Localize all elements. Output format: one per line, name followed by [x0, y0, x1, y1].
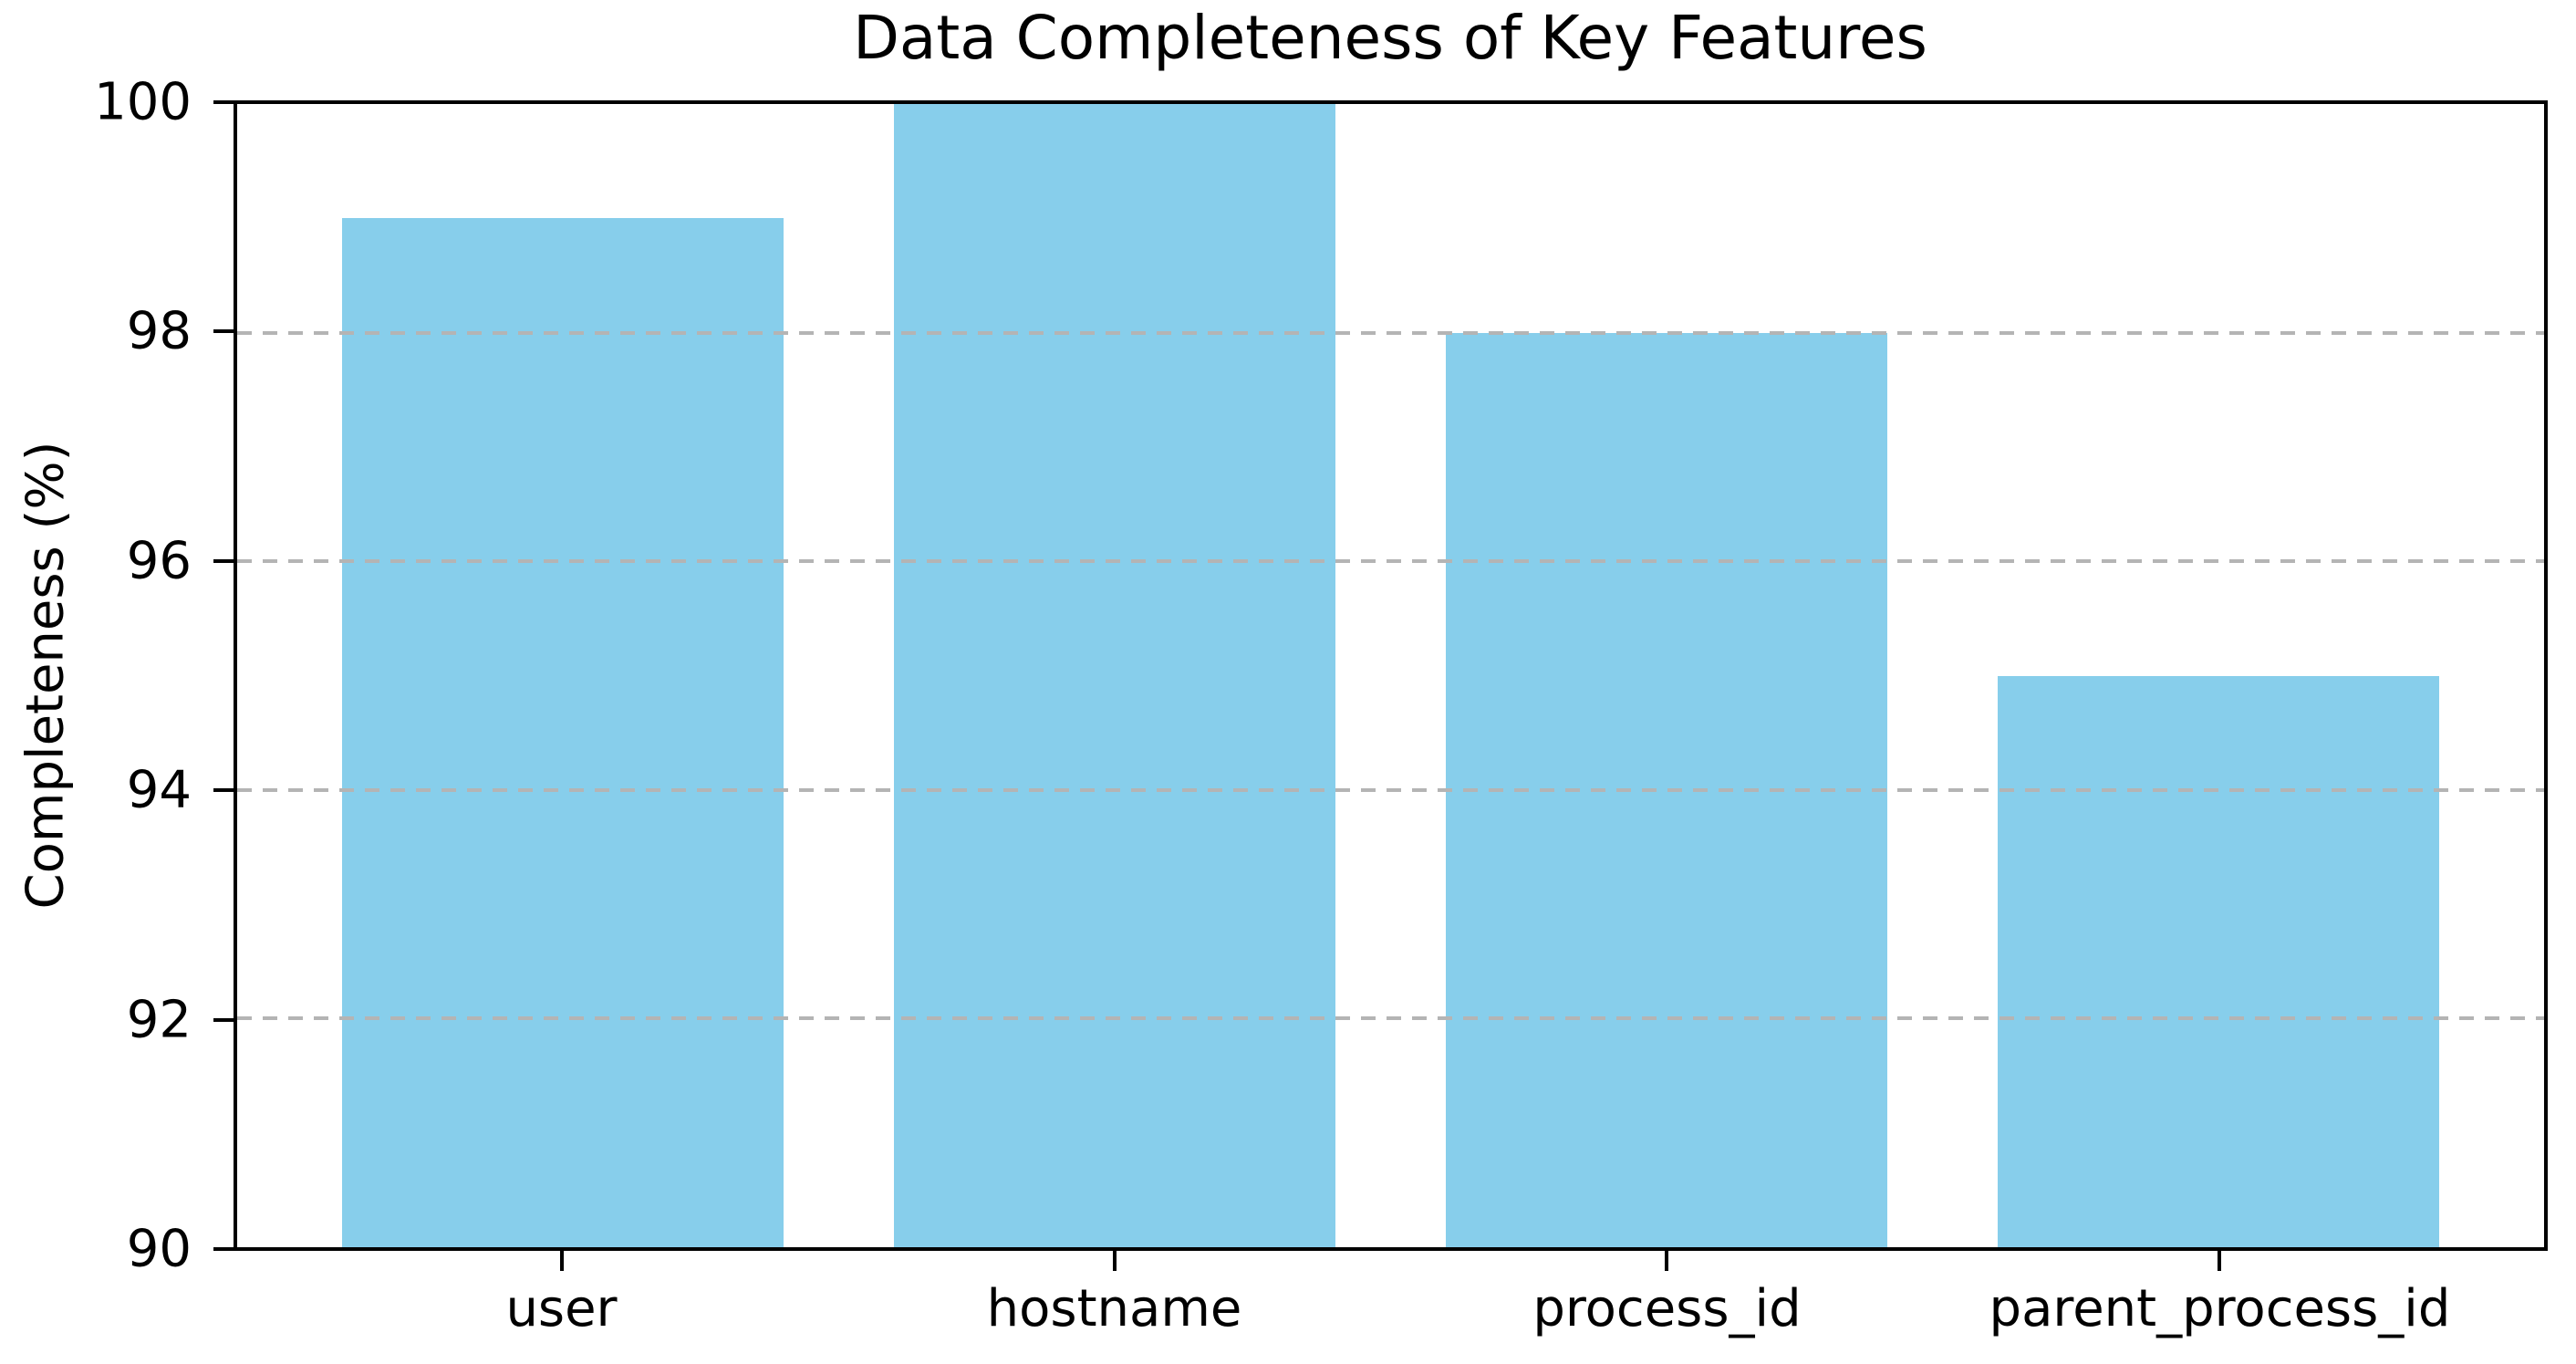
bar-hostname: [893, 104, 1335, 1247]
x-tick-label-parent_process_id: parent_process_id: [1989, 1279, 2451, 1338]
x-tick-label-user: user: [505, 1279, 618, 1338]
x-tick-label-process_id: process_id: [1532, 1279, 1802, 1338]
y-tick-label-94: 94: [126, 760, 192, 820]
gridline-y92: [237, 1016, 2544, 1021]
bar-user: [341, 218, 784, 1247]
gridline-y96: [237, 559, 2544, 564]
plot-area: [234, 100, 2548, 1251]
y-tick-mark-90: [213, 1247, 234, 1251]
x-tick-mark-user: [559, 1251, 564, 1271]
y-tick-mark-92: [213, 1017, 234, 1022]
gridline-y94: [237, 787, 2544, 792]
x-tick-mark-parent_process_id: [2218, 1251, 2222, 1271]
y-tick-label-100: 100: [94, 72, 192, 132]
y-tick-mark-96: [213, 558, 234, 563]
y-tick-label-98: 98: [126, 301, 192, 361]
x-tick-label-hostname: hostname: [986, 1279, 1242, 1338]
chart-title: Data Completeness of Key Features: [853, 3, 1927, 73]
y-tick-label-92: 92: [126, 990, 192, 1050]
bar-parent_process_id: [1998, 675, 2440, 1247]
x-tick-mark-hostname: [1112, 1251, 1117, 1271]
y-tick-mark-100: [213, 100, 234, 104]
y-tick-mark-94: [213, 788, 234, 793]
y-axis-label: Completeness (%): [16, 441, 76, 910]
y-tick-label-96: 96: [126, 531, 192, 591]
y-tick-label-90: 90: [126, 1219, 192, 1279]
y-tick-mark-98: [213, 329, 234, 334]
gridline-y98: [237, 330, 2544, 335]
x-tick-mark-process_id: [1665, 1251, 1669, 1271]
